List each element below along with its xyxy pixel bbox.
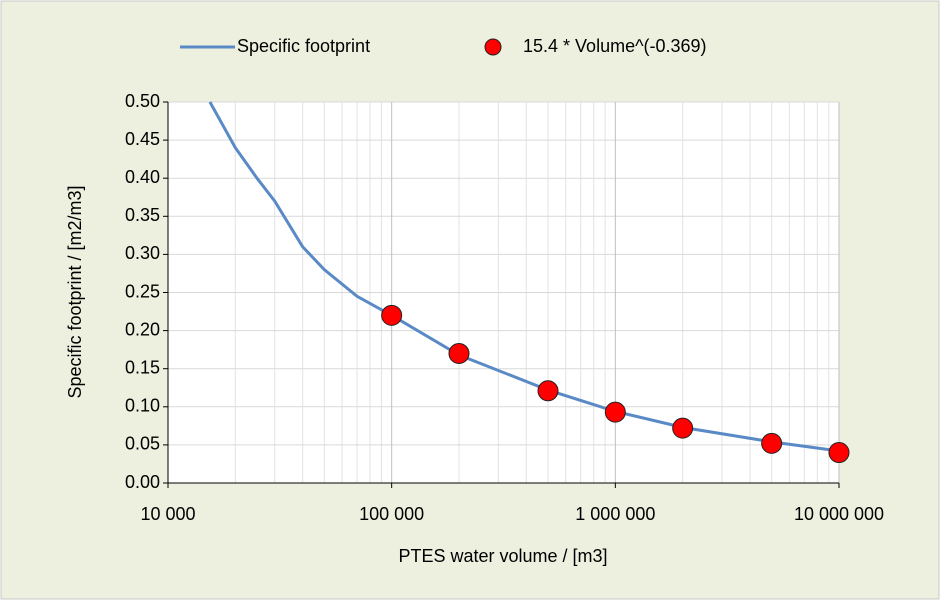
legend-marker xyxy=(484,38,502,56)
data-point xyxy=(761,432,783,454)
legend-label: 15.4 * Volume^(-0.369) xyxy=(523,36,707,56)
x-tick-label: 10 000 000 xyxy=(794,504,884,524)
y-tick-label: 0.45 xyxy=(125,129,160,149)
data-point xyxy=(828,442,850,464)
y-tick-label: 0.50 xyxy=(125,91,160,111)
y-tick-label: 0.30 xyxy=(125,243,160,263)
x-tick-label: 10 000 xyxy=(140,504,195,524)
data-point xyxy=(537,380,559,402)
data-point xyxy=(672,417,694,439)
data-line xyxy=(208,101,840,453)
legend-label: Specific footprint xyxy=(237,36,370,56)
y-tick-label: 0.10 xyxy=(125,396,160,416)
y-tick-label: 0.35 xyxy=(125,205,160,225)
y-axis-label: Specific footprint / [m2/m3] xyxy=(65,185,85,398)
y-tick-label: 0.15 xyxy=(125,357,160,377)
y-tick-label: 0.40 xyxy=(125,167,160,187)
y-tick-label: 0.20 xyxy=(125,319,160,339)
y-tick-label: 0.05 xyxy=(125,434,160,454)
data-point xyxy=(448,342,470,364)
data-point xyxy=(604,401,626,423)
x-tick-label: 100 000 xyxy=(359,504,424,524)
y-tick-label: 0.25 xyxy=(125,281,160,301)
x-axis-label: PTES water volume / [m3] xyxy=(398,546,607,566)
data-point xyxy=(381,304,403,326)
x-tick-label: 1 000 000 xyxy=(575,504,655,524)
y-tick-label: 0.00 xyxy=(125,472,160,492)
